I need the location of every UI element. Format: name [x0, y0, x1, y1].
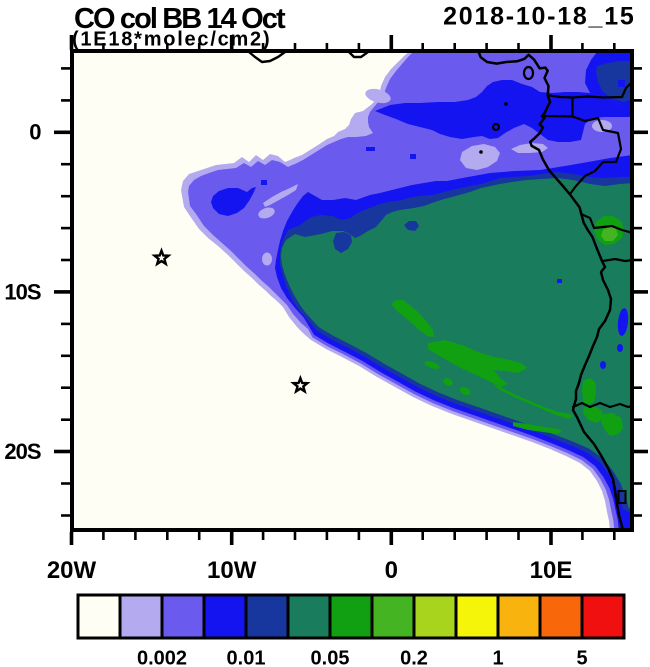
svg-text:0.01: 0.01 — [227, 648, 266, 667]
svg-text:10E: 10E — [530, 557, 573, 584]
svg-text:0.2: 0.2 — [400, 648, 428, 667]
svg-text:1: 1 — [492, 648, 503, 667]
svg-text:20W: 20W — [47, 557, 97, 584]
svg-text:5: 5 — [576, 648, 587, 667]
svg-text:2018-10-18_15: 2018-10-18_15 — [443, 3, 635, 31]
svg-text:10W: 10W — [207, 557, 257, 584]
svg-text:0: 0 — [29, 120, 41, 145]
svg-text:20S: 20S — [4, 439, 40, 464]
svg-text:10S: 10S — [4, 279, 40, 304]
svg-text:CO col BB 14 Oct: CO col BB 14 Oct — [74, 3, 286, 35]
svg-text:0.002: 0.002 — [137, 648, 187, 667]
svg-text:(1E18*molec/cm2): (1E18*molec/cm2) — [72, 29, 271, 51]
svg-text:0: 0 — [385, 557, 398, 584]
svg-text:0.05: 0.05 — [311, 648, 350, 667]
